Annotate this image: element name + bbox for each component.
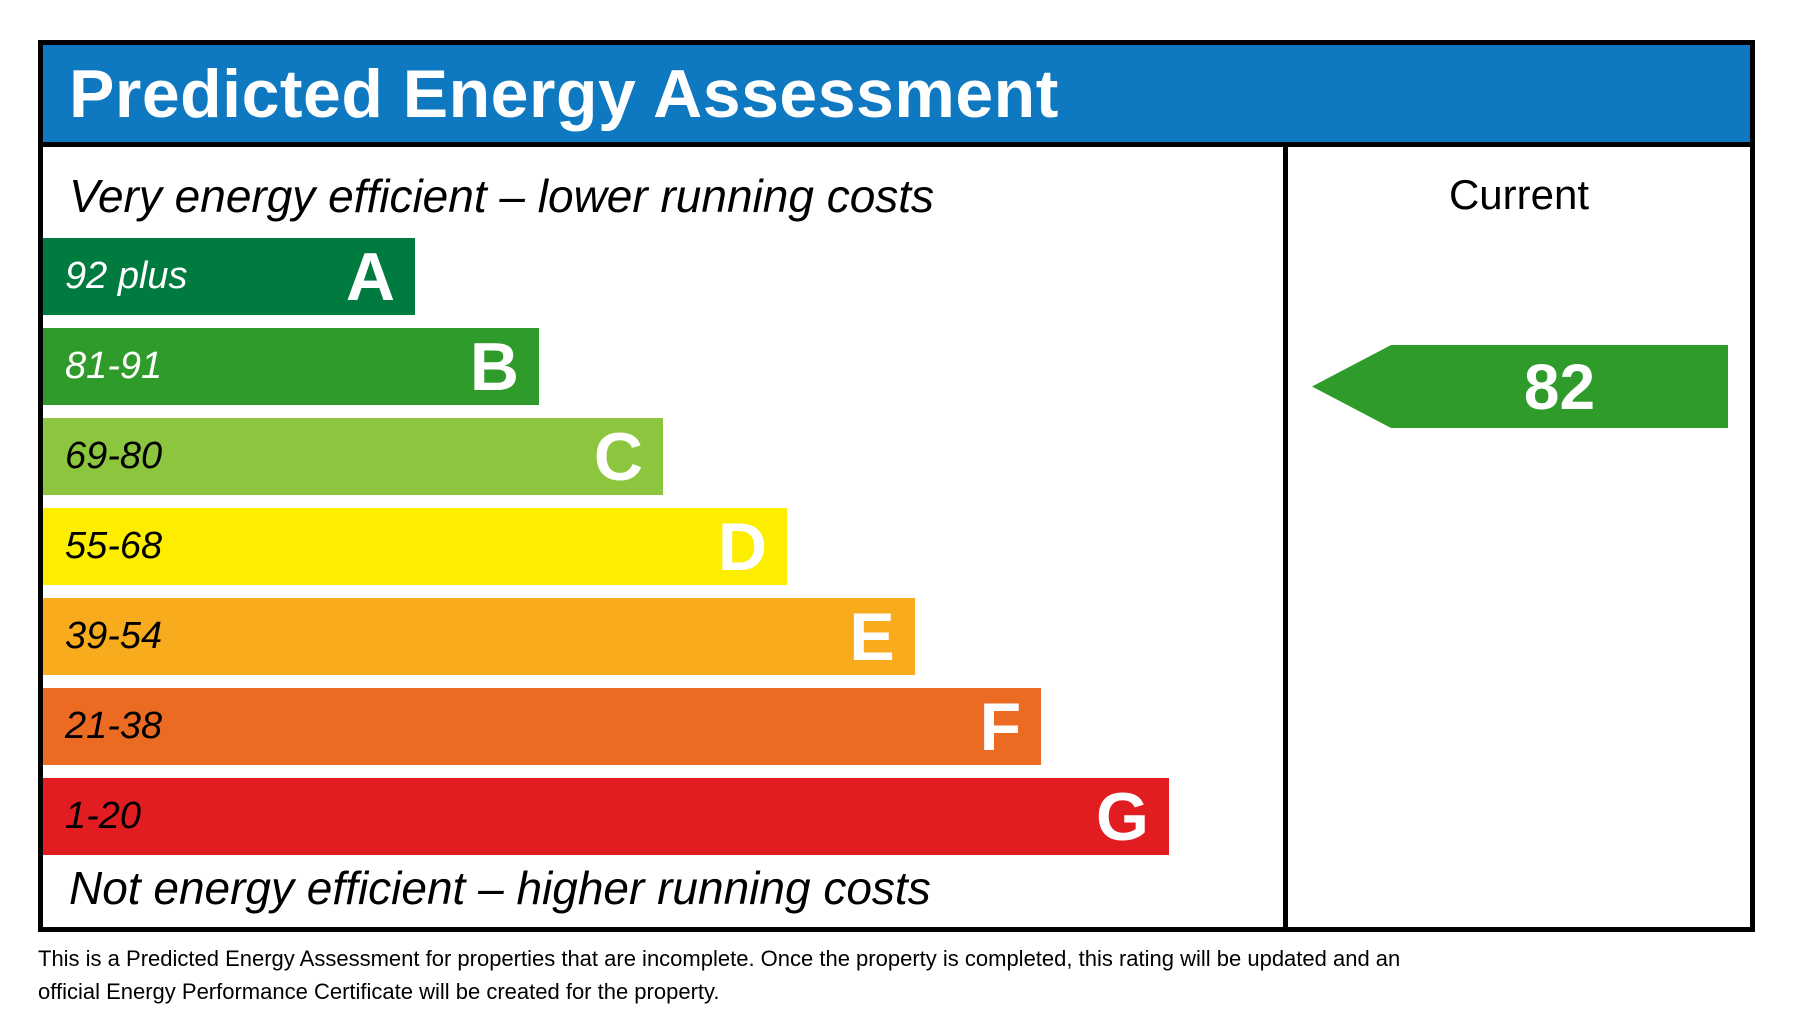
band-letter: F [979,688,1022,765]
band-range-label: 1-20 [65,795,142,837]
band-letter: E [849,598,895,675]
band-range-label: 39-54 [65,615,163,657]
rating-scale-panel: Very energy efficient – lower running co… [43,147,1288,927]
band-letter: A [345,238,395,315]
bottom-axis-label: Not energy efficient – higher running co… [69,862,931,914]
epc-band-c: 69-80 C [43,418,663,495]
chart-body: Very energy efficient – lower running co… [43,147,1750,927]
epc-band-b: 81-91 B [43,328,539,405]
rating-bands: 92 plus A 81-91 B 69-80 C 55-68 D 39-54 E 21-38 F 1-… [43,238,1283,868]
epc-band-g: 1-20 G [43,778,1169,855]
current-rating-panel: Current 82 [1288,147,1750,927]
current-rating-value: 82 [1523,350,1596,423]
band-letter: B [469,328,519,405]
footnote-line-1: This is a Predicted Energy Assessment fo… [38,946,1401,971]
band-letter: C [593,418,643,495]
epc-band-d: 55-68 D [43,508,787,585]
top-axis-label: Very energy efficient – lower running co… [69,170,935,222]
band-letter: G [1096,778,1149,855]
band-range-label: 55-68 [65,525,163,567]
footnote: This is a Predicted Energy Assessment fo… [38,942,1598,1008]
band-range-label: 21-38 [65,705,163,747]
title-bar: Predicted Energy Assessment [43,45,1750,147]
band-range-label: 92 plus [65,255,188,297]
epc-band-f: 21-38 F [43,688,1042,765]
epc-band-a: 92 plus A [43,238,415,315]
band-range-label: 81-91 [65,345,163,387]
footnote-line-2: official Energy Performance Certificate … [38,979,720,1004]
current-rating-arrow: 82 [1312,345,1728,428]
band-range-label: 69-80 [65,435,163,477]
chart-frame: Predicted Energy Assessment Very energy … [38,40,1755,932]
page-title: Predicted Energy Assessment [69,55,1059,132]
band-letter: D [717,508,767,585]
epc-band-e: 39-54 E [43,598,915,675]
current-column-header: Current [1448,171,1590,218]
